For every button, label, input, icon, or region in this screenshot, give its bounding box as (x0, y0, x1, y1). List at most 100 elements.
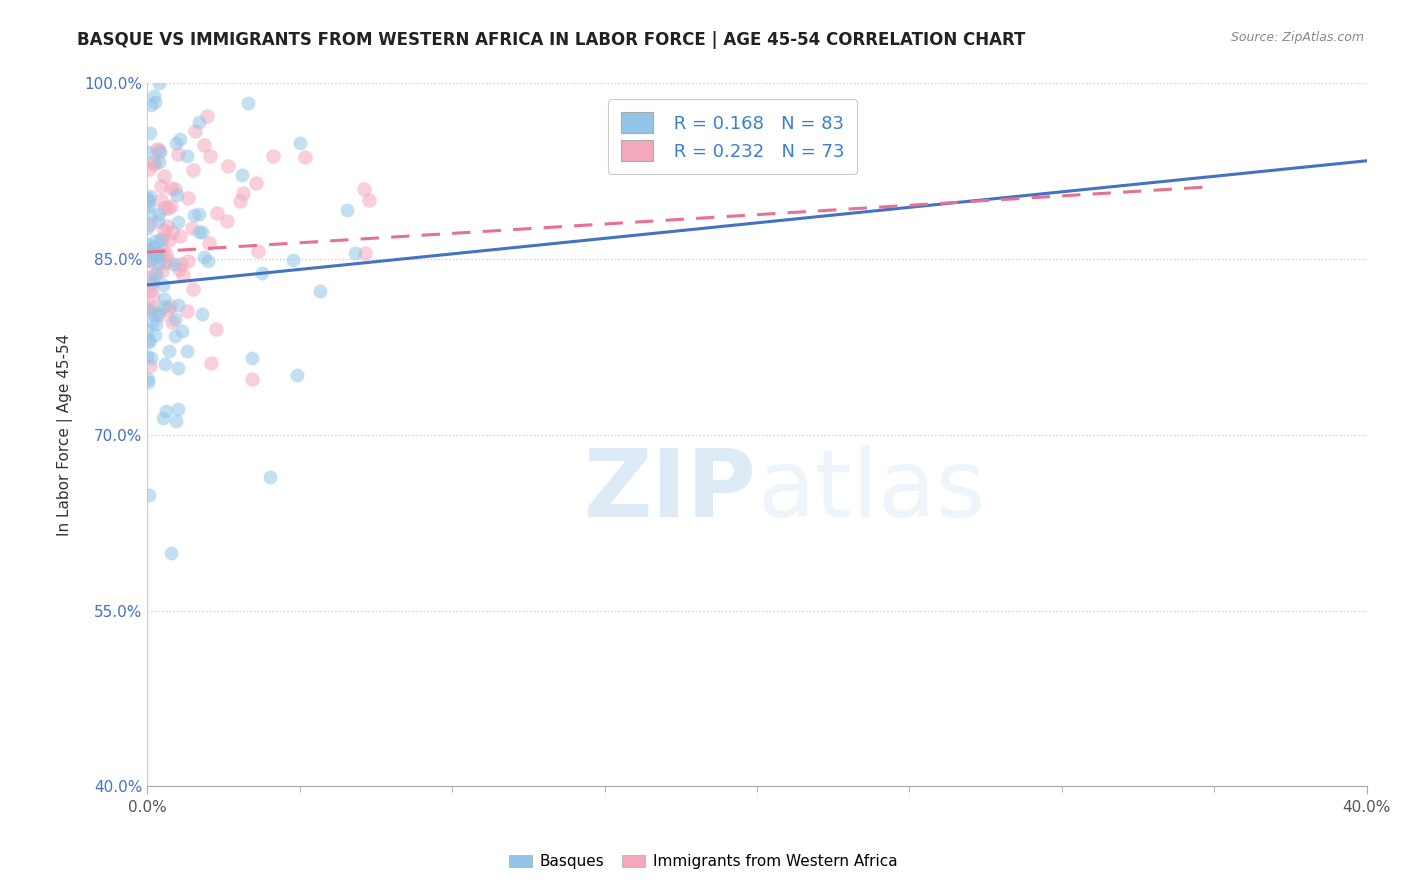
Point (155, 247, 177, 261)
Point (136, 193, 159, 207)
Legend: Basques, Immigrants from Western Africa: Basques, Immigrants from Western Africa (502, 848, 904, 875)
Point (285, 368, 308, 383)
Point (169, 132, 191, 146)
Point (165, 136, 187, 150)
Point (176, 343, 198, 358)
Point (160, 199, 183, 213)
Point (193, 250, 215, 264)
Point (172, 268, 194, 283)
Point (145, 267, 167, 281)
Point (139, 189, 162, 203)
Point (157, 253, 180, 268)
Point (232, 186, 254, 200)
Point (146, 244, 169, 259)
Point (153, 169, 176, 183)
Point (193, 138, 215, 153)
Point (136, 221, 159, 235)
Point (148, 308, 170, 322)
Point (240, 351, 263, 365)
Point (149, 233, 172, 247)
Point (290, 136, 312, 150)
Point (183, 208, 205, 222)
Point (142, 275, 165, 289)
Point (200, 356, 222, 370)
Point (143, 95, 166, 110)
Text: atlas: atlas (756, 445, 986, 537)
Point (136, 376, 159, 390)
Point (148, 247, 170, 261)
Point (136, 243, 159, 257)
Point (152, 299, 174, 313)
Point (163, 312, 186, 326)
Point (153, 201, 176, 215)
Point (138, 241, 160, 255)
Point (308, 285, 330, 299)
Point (136, 145, 159, 159)
Point (152, 278, 174, 293)
Point (191, 307, 214, 321)
Point (167, 360, 190, 375)
Point (229, 194, 252, 209)
Point (165, 415, 187, 429)
Y-axis label: In Labor Force | Age 45-54: In Labor Force | Age 45-54 (58, 334, 73, 536)
Text: BASQUE VS IMMIGRANTS FROM WESTERN AFRICA IN LABOR FORCE | AGE 45-54 CORRELATION : BASQUE VS IMMIGRANTS FROM WESTERN AFRICA… (77, 31, 1026, 49)
Point (143, 268, 166, 282)
Point (155, 404, 177, 418)
Point (138, 208, 160, 222)
Point (354, 246, 377, 260)
Point (180, 221, 202, 235)
Point (159, 546, 181, 560)
Point (207, 206, 229, 220)
Point (143, 240, 166, 254)
Point (153, 256, 176, 270)
Point (176, 304, 198, 318)
Point (139, 277, 162, 292)
Point (177, 191, 200, 205)
Point (240, 372, 263, 386)
Point (136, 372, 159, 386)
Point (155, 357, 177, 371)
Point (152, 410, 174, 425)
Point (259, 470, 281, 484)
Point (157, 201, 180, 215)
Point (181, 282, 204, 296)
Point (136, 236, 159, 251)
Point (143, 154, 166, 169)
Point (139, 253, 162, 268)
Point (136, 243, 159, 257)
Point (157, 344, 180, 359)
Point (187, 225, 209, 239)
Point (143, 89, 166, 103)
Point (188, 115, 211, 129)
Point (163, 182, 186, 196)
Legend:  R = 0.168   N = 83,  R = 0.232   N = 73: R = 0.168 N = 83, R = 0.232 N = 73 (609, 100, 856, 174)
Point (139, 97, 162, 112)
Point (138, 333, 160, 347)
Point (150, 178, 173, 193)
Point (190, 225, 212, 239)
Point (159, 181, 181, 195)
Point (139, 270, 162, 285)
Point (166, 188, 188, 202)
Point (181, 163, 204, 178)
Point (215, 214, 238, 228)
Point (138, 488, 160, 502)
Point (136, 301, 159, 316)
Point (336, 203, 359, 218)
Point (141, 315, 163, 329)
Point (197, 235, 219, 250)
Text: ZIP: ZIP (583, 445, 756, 537)
Point (262, 149, 284, 163)
Point (294, 150, 316, 164)
Point (167, 402, 190, 417)
Point (167, 262, 190, 277)
Point (198, 149, 221, 163)
Point (217, 159, 239, 173)
Point (167, 215, 190, 229)
Point (148, 77, 170, 91)
Point (195, 109, 218, 123)
Point (139, 303, 162, 318)
Point (156, 219, 179, 233)
Point (148, 143, 170, 157)
Point (157, 234, 180, 248)
